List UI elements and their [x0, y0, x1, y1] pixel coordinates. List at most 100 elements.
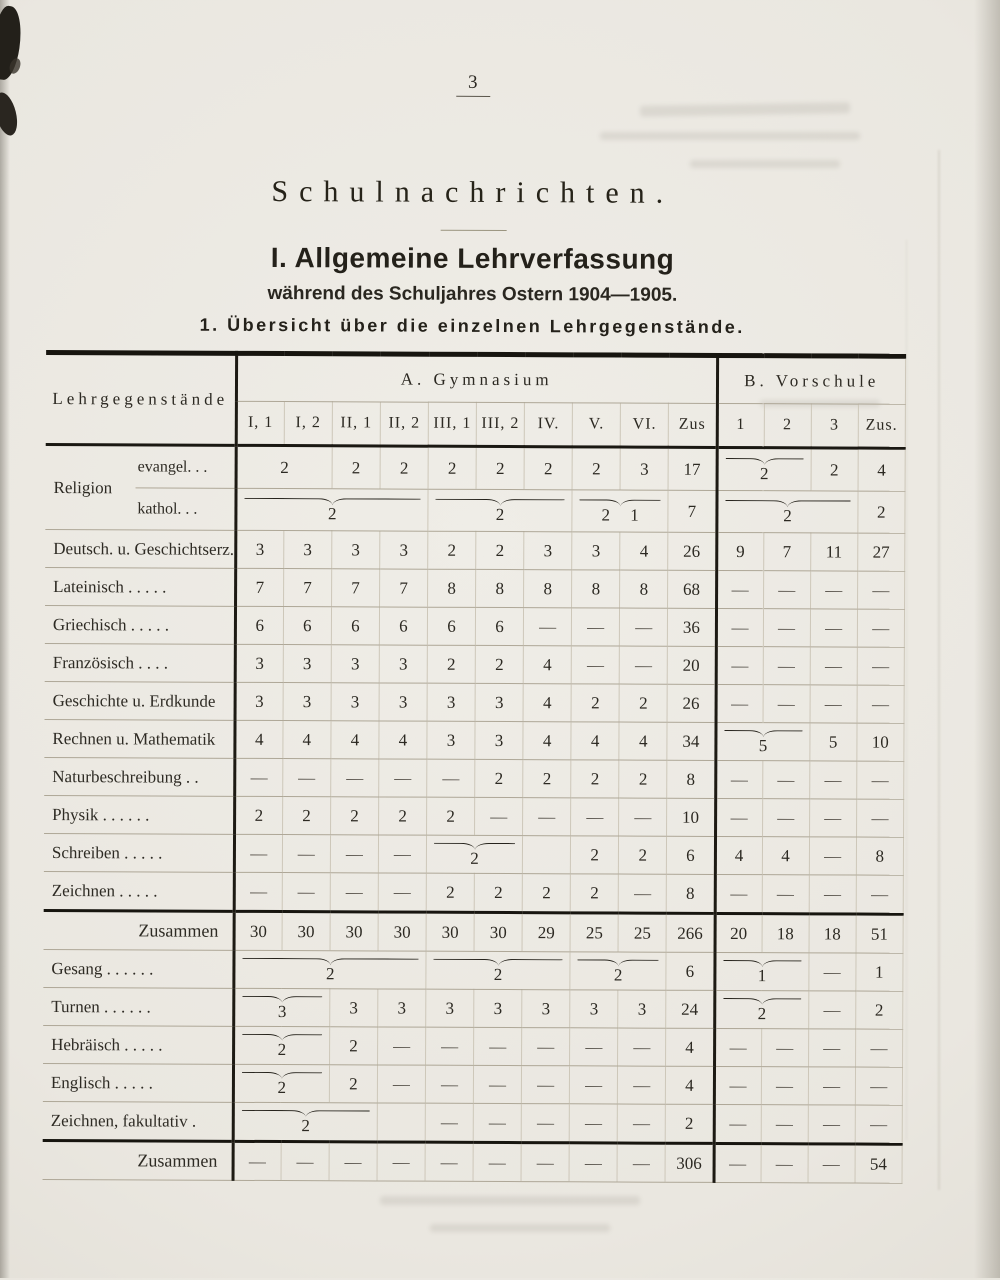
hours-cell: 2	[235, 445, 333, 489]
table-row: Lateinisch . . . . . 7 7 7 7 8 8 8 8 8 68— — — —	[45, 567, 905, 610]
empty-cell: —	[617, 1143, 666, 1183]
hours-cell: 3	[425, 989, 474, 1028]
hours-cell: 2	[570, 873, 619, 914]
class-column-header: Zus.	[857, 404, 906, 449]
empty-cell: —	[521, 1103, 570, 1143]
empty-cell: —	[716, 570, 764, 609]
hours-cell: 5	[809, 722, 857, 762]
empty-cell: —	[856, 685, 905, 724]
empty-cell: —	[617, 1066, 666, 1105]
hours-cell: 2	[329, 1026, 378, 1065]
class-column-header: 3	[810, 403, 859, 449]
hours-cell: 2	[571, 683, 620, 723]
hours-cell: 7	[668, 490, 717, 533]
hours-cell: 3	[473, 989, 523, 1028]
hours-cell: 7	[379, 568, 428, 608]
empty-cell: —	[618, 874, 667, 914]
table-row: Rechnen u. Mathematik 4 4 4 4 3 3 4 4 4 34 5 5 10	[44, 719, 905, 762]
hours-cell: 10	[666, 798, 716, 837]
empty-cell: —	[808, 874, 857, 915]
hours-cell: 2	[474, 873, 523, 913]
empty-cell: —	[376, 1141, 426, 1182]
hours-cell: 3	[283, 530, 332, 569]
table-row: Zeichnen . . . . . — — — —2 2 2 2—8— — — —	[43, 871, 904, 915]
class-column-header: II, 2	[380, 401, 429, 447]
combined-classes-brace	[242, 1033, 322, 1041]
empty-cell: —	[569, 1142, 618, 1183]
hours-cell: 6	[666, 952, 715, 991]
hours-cell: 2	[716, 490, 858, 534]
hours-cell: 5	[715, 722, 810, 761]
empty-cell: —	[569, 1027, 618, 1067]
hours-cell: 4	[523, 721, 572, 760]
combined-classes-brace	[580, 499, 661, 507]
empty-cell: —	[810, 608, 858, 648]
hours-cell: 2	[665, 1104, 714, 1144]
hours-cell: 4	[523, 683, 572, 722]
empty-cell: —	[714, 874, 762, 914]
combined-classes-brace	[244, 497, 420, 506]
class-column-header: Zus	[668, 403, 717, 448]
class-column-header: I, 1	[236, 401, 285, 446]
empty-cell: —	[855, 875, 904, 915]
hours-cell: 3	[379, 644, 428, 684]
empty-cell: —	[760, 1066, 809, 1105]
hours-cell: 6	[427, 607, 476, 646]
empty-cell: —	[761, 874, 810, 914]
hours-cell: 3	[521, 989, 571, 1028]
row-label: Geschichte u. Erdkunde	[44, 681, 235, 721]
hours-cell: 20	[667, 646, 716, 685]
hours-cell: 2	[233, 950, 427, 990]
empty-cell: —	[523, 607, 572, 646]
empty-cell: —	[282, 758, 331, 797]
empty-cell: —	[856, 761, 904, 800]
empty-cell: —	[762, 760, 810, 799]
empty-cell: —	[377, 1026, 426, 1066]
empty-cell: —	[809, 646, 858, 686]
empty-cell: —	[522, 797, 571, 836]
combined-classes-brace	[242, 995, 322, 1003]
combined-classes-brace	[725, 499, 850, 508]
hours-cell: 26	[667, 684, 716, 723]
table-row: Zeichnen, fakultativ . 2— — — — —2— — — —	[42, 1101, 903, 1145]
empty-cell: —	[856, 799, 904, 838]
empty-cell: —	[425, 1027, 474, 1066]
hours-cell: 3	[233, 988, 330, 1027]
empty-cell: —	[521, 1065, 570, 1104]
empty-cell: —	[473, 1027, 522, 1066]
hours-cell: 2	[232, 1102, 378, 1142]
hours-cell: 2	[570, 759, 620, 799]
hours-cell: 8	[856, 837, 904, 876]
hours-cell: 3	[475, 683, 524, 722]
religion-label: Religion	[53, 477, 113, 497]
empty-cell: —	[569, 1103, 618, 1144]
empty-cell: —	[854, 1105, 903, 1145]
table-row: Deutsch. u. Geschichtserz. 3 3 3 3 2 2 3 3 4 26 9 7 1…	[45, 529, 905, 572]
empty-cell: —	[571, 607, 620, 647]
group-header-gymnasium: A. Gymnasium	[236, 353, 718, 404]
empty-cell: —	[617, 1028, 667, 1067]
empty-cell: —	[473, 1103, 522, 1143]
row-label: Deutsch. u. Geschichtserz.	[45, 529, 236, 569]
hours-cell: 306	[665, 1143, 714, 1183]
hours-cell: 2	[428, 446, 477, 490]
empty-cell: —	[378, 872, 427, 913]
hours-cell: 2 1	[572, 489, 669, 533]
hours-cell: 4	[714, 836, 763, 875]
hours-cell: 3	[378, 682, 428, 722]
hours-cell: 36	[667, 608, 717, 647]
empty-cell: —	[762, 646, 811, 685]
hours-cell: 30	[426, 912, 475, 952]
hours-cell: 4	[619, 532, 669, 571]
hours-cell: 30	[474, 912, 523, 952]
hours-cell: 2	[425, 951, 571, 990]
hours-cell: 2	[857, 491, 906, 534]
class-column-header: IV.	[524, 402, 573, 447]
class-column-header: III, 1	[428, 402, 477, 447]
empty-cell: —	[808, 952, 856, 992]
empty-cell: —	[234, 758, 283, 797]
row-label: Englisch . . . . .	[42, 1063, 234, 1103]
curriculum-table-wrap: Lehrgegenstände A. Gymnasium B. Vorschul…	[42, 350, 909, 1184]
